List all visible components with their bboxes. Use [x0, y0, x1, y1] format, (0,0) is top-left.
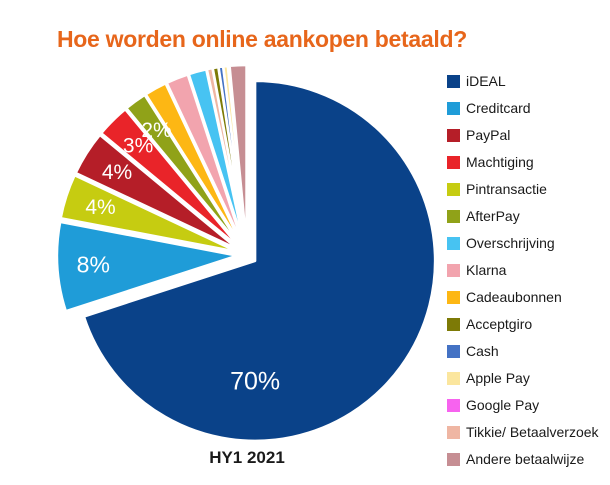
legend-item-label: Google Pay — [466, 397, 540, 413]
legend-swatch — [447, 182, 460, 196]
legend-item-label: PayPal — [466, 127, 511, 143]
legend-item-label: Klarna — [466, 262, 507, 278]
legend-swatch — [447, 317, 460, 331]
legend-item-cash: Cash — [447, 341, 599, 361]
pie-slice-percentage-label: 2% — [141, 119, 171, 142]
pie-slice-creditcard — [55, 220, 239, 313]
pie-chart: 70% 8% 4% 4% 3%2% — [55, 63, 437, 443]
legend-item-label: Acceptgiro — [466, 316, 533, 332]
legend-item-label: iDEAL — [466, 73, 506, 89]
legend-swatch — [447, 209, 460, 223]
pie-slice-cadeaubonnen — [144, 82, 244, 248]
legend-item-label: AfterPay — [466, 208, 520, 224]
legend-item-ideal: iDEAL — [447, 71, 599, 91]
legend-swatch — [447, 74, 460, 88]
legend-swatch — [447, 344, 460, 358]
pie-slice-percentage-label: 4% — [102, 161, 132, 184]
legend-item-label: Overschrijving — [466, 235, 555, 251]
legend-item-label: Apple Pay — [466, 370, 530, 386]
legend-item-acceptgiro: Acceptgiro — [447, 314, 599, 334]
chart-title: Hoe worden online aankopen betaald? — [57, 26, 467, 52]
pie-slice-pintransactie — [59, 174, 239, 254]
pie-slice-percentage-label: 4% — [85, 196, 115, 219]
legend-swatch — [447, 101, 460, 115]
legend-item-afterpay: AfterPay — [447, 206, 599, 226]
pie-slice-percentage-label: 3% — [123, 135, 153, 158]
legend-swatch — [447, 236, 460, 250]
legend-item-tikkie-betaalverzoek: Tikkie/ Betaalverzoek — [447, 422, 599, 442]
pie-slice-percentage-label: 70% — [230, 368, 280, 396]
legend-item-label: Creditcard — [466, 100, 531, 116]
legend-swatch — [447, 263, 460, 277]
legend-swatch — [447, 371, 460, 385]
legend-item-creditcard: Creditcard — [447, 98, 599, 118]
legend-swatch — [447, 452, 460, 466]
legend-item-cadeaubonnen: Cadeaubonnen — [447, 287, 599, 307]
legend-item-google-pay: Google Pay — [447, 395, 599, 415]
legend-item-paypal: PayPal — [447, 125, 599, 145]
legend-item-machtiging: Machtiging — [447, 152, 599, 172]
legend-item-label: Machtiging — [466, 154, 534, 170]
pie-slice-percentage-label: 8% — [77, 252, 110, 278]
chart-legend: iDEAL Creditcard PayPal Machtiging Pintransa… — [447, 71, 599, 476]
legend-item-pintransactie: Pintransactie — [447, 179, 599, 199]
legend-item-overschrijving: Overschrijving — [447, 233, 599, 253]
pie-slice-ideal — [82, 79, 437, 443]
legend-item-andere-betaalwijze: Andere betaalwijze — [447, 449, 599, 469]
legend-item-label: Cash — [466, 343, 499, 359]
legend-item-label: Cadeaubonnen — [466, 289, 562, 305]
legend-item-apple-pay: Apple Pay — [447, 368, 599, 388]
pie-slice-afterpay — [125, 93, 243, 249]
legend-swatch — [447, 398, 460, 412]
pie-slice-machtiging — [99, 107, 242, 250]
legend-item-label: Tikkie/ Betaalverzoek — [466, 424, 599, 440]
legend-swatch — [447, 425, 460, 439]
period-label: HY1 2021 — [209, 448, 285, 467]
legend-item-label: Andere betaalwijze — [466, 451, 585, 467]
legend-item-klarna: Klarna — [447, 260, 599, 280]
pie-slice-paypal — [74, 133, 240, 251]
legend-item-label: Pintransactie — [466, 181, 547, 197]
pie-slice-andere-betaalwijze — [228, 63, 248, 247]
legend-swatch — [447, 290, 460, 304]
legend-swatch — [447, 155, 460, 169]
legend-swatch — [447, 128, 460, 142]
